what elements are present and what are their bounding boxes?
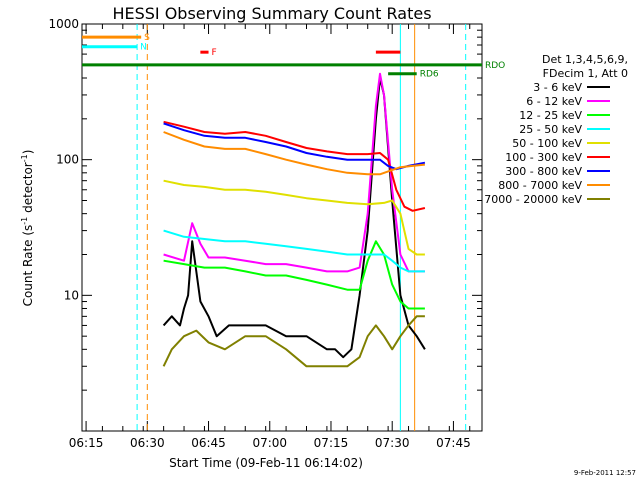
series-line [163, 120, 426, 212]
legend-label: 300 - 800 keV [505, 165, 582, 178]
series-line [163, 240, 425, 310]
x-tick-label: 07:45 [436, 436, 471, 450]
legend-header-1: Det 1,3,4,5,6,9, [542, 53, 628, 66]
flag-label: RDO [485, 61, 505, 71]
plot-frame [81, 23, 483, 432]
x-axis-label: Start Time (09-Feb-11 06:14:02) [169, 456, 363, 470]
series-line [163, 229, 425, 273]
x-tick-label: 06:30 [130, 436, 165, 450]
series-line [162, 315, 425, 368]
y-axis-label: Count Rate (s-1 detector-1) [20, 150, 35, 307]
legend-label: 3 - 6 keV [533, 81, 582, 94]
x-tick-label: 06:45 [191, 436, 226, 450]
y-tick-label: 100 [56, 153, 79, 167]
legend-label: 7000 - 20000 keV [484, 193, 582, 206]
footer-timestamp: 9-Feb-2011 12:57 [574, 469, 636, 477]
legend-label: 100 - 300 keV [505, 151, 582, 164]
x-tick-label: 07:15 [314, 436, 349, 450]
y-axis-label-main: Count Rate (s [21, 225, 35, 307]
y-axis-label-sup2: -1 [20, 154, 29, 162]
x-axis: 06:15 06:30 06:45 07:00 07:15 07:30 07:45 [69, 24, 471, 450]
x-tick-label: 07:00 [252, 436, 287, 450]
chart-title: HESSI Observing Summary Count Rates [112, 4, 431, 23]
legend: Det 1,3,4,5,6,9, FDecim 1, Att 0 3 - 6 k… [484, 53, 628, 206]
flag-bars: SN F RD6 RDO [82, 33, 505, 80]
y-tick-label: 1000 [48, 17, 79, 31]
legend-label: 50 - 100 keV [512, 137, 582, 150]
legend-label: 25 - 50 keV [519, 123, 582, 136]
flag-label: RD6 [420, 70, 439, 80]
series-line [163, 122, 426, 171]
y-tick-label: 10 [64, 288, 79, 302]
series-line [163, 72, 425, 273]
y-axis-label-close: ) [21, 150, 35, 155]
legend-label: 800 - 7000 keV [498, 179, 582, 192]
series-line [163, 179, 425, 256]
attenuator-lines [136, 24, 467, 431]
series-lines [162, 72, 426, 368]
x-tick-label: 06:15 [69, 436, 104, 450]
legend-label: 12 - 25 keV [519, 109, 582, 122]
x-tick-label: 07:30 [375, 436, 410, 450]
y-axis-label-sup: -1 [20, 217, 29, 225]
legend-header-2: FDecim 1, Att 0 [543, 67, 628, 80]
flag-label: S [144, 33, 150, 43]
series-line [163, 131, 426, 176]
y-axis-label-rest: detector [21, 162, 35, 217]
legend-label: 6 - 12 keV [526, 95, 582, 108]
flag-label: N [140, 43, 147, 53]
flag-label: F [212, 48, 217, 58]
